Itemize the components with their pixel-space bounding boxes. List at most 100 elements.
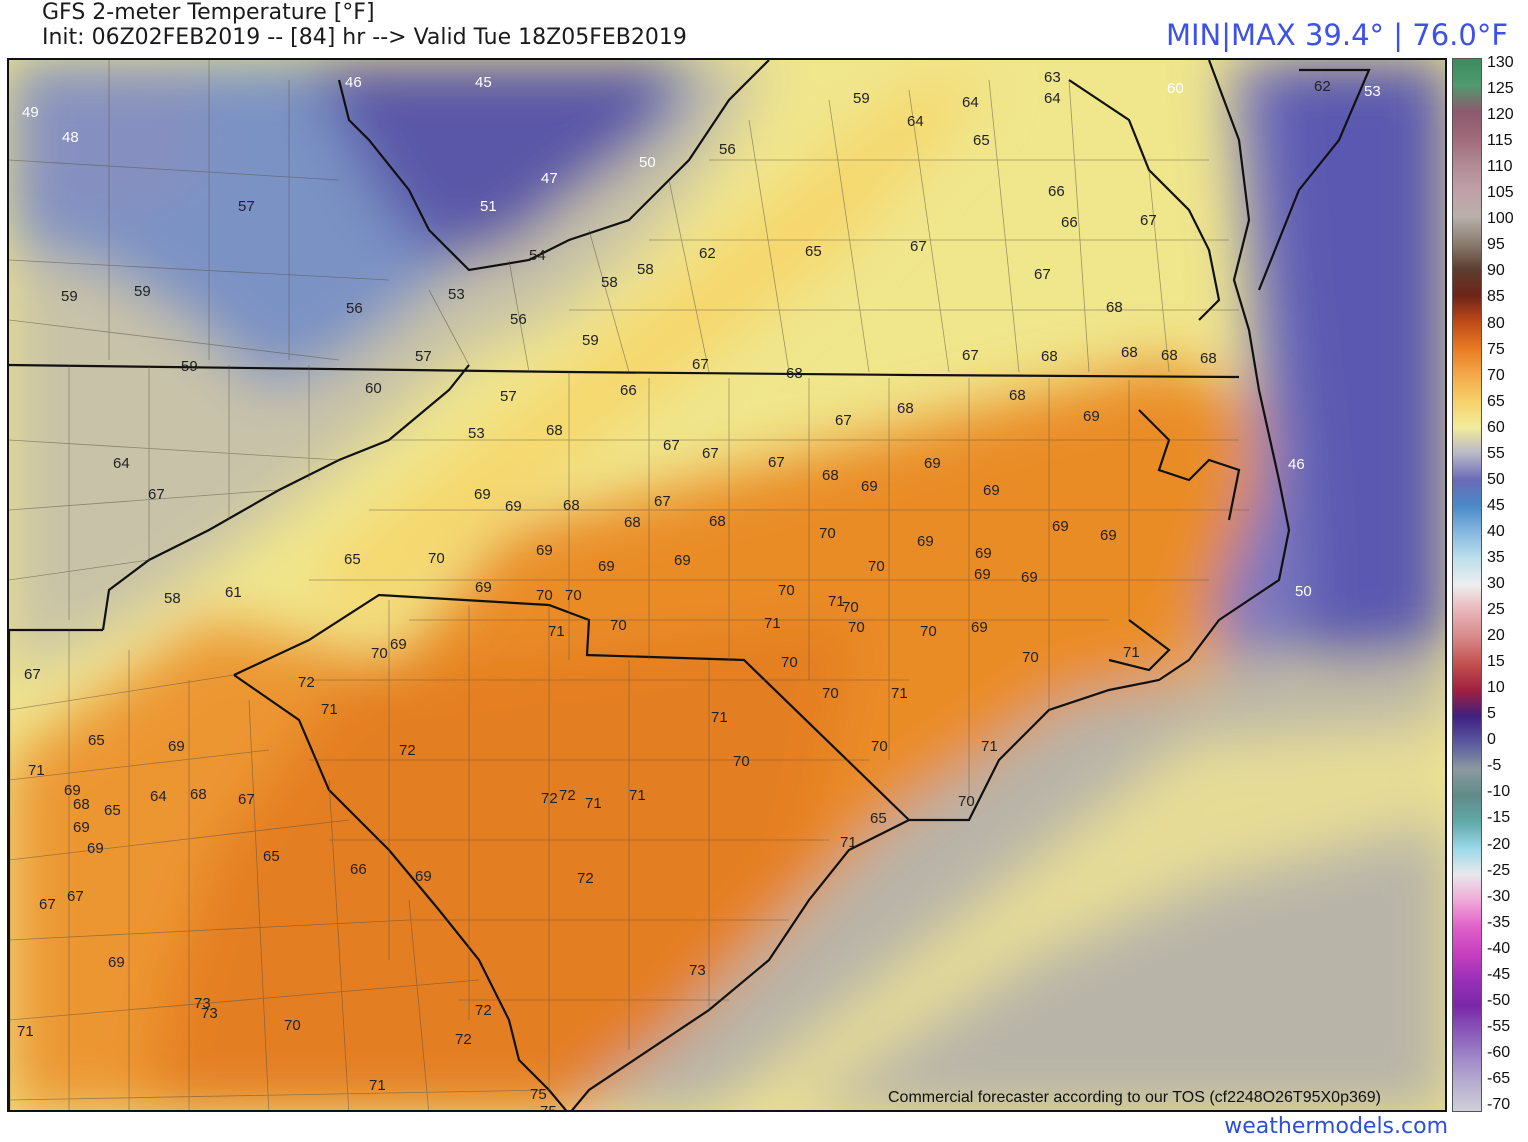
temperature-label: 57: [415, 348, 432, 365]
temperature-label: 70: [610, 617, 627, 634]
colorbar-tick-label: 70: [1487, 366, 1505, 384]
temperature-label: 46: [345, 74, 362, 91]
temperature-label: 71: [585, 795, 602, 812]
temperature-label: 66: [1048, 183, 1065, 200]
colorbar-tick-label: 90: [1487, 262, 1505, 280]
temperature-label: 72: [541, 790, 558, 807]
source-link[interactable]: weathermodels.com: [1224, 1114, 1448, 1139]
temperature-label: 56: [719, 141, 736, 158]
temperature-label: 69: [917, 533, 934, 550]
temperature-label: 67: [663, 437, 680, 454]
temperature-label: 71: [321, 701, 338, 718]
temperature-label: 69: [64, 782, 81, 799]
temperature-label: 49: [22, 104, 39, 121]
colorbar-tick-label: 0: [1487, 731, 1496, 749]
temperature-label: 69: [415, 868, 432, 885]
temperature-label: 67: [39, 896, 56, 913]
temperature-label: 53: [468, 425, 485, 442]
temperature-label: 51: [480, 198, 497, 215]
temperature-label: 69: [975, 545, 992, 562]
temperature-label: 70: [371, 645, 388, 662]
colorbar-tick-label: 130: [1487, 54, 1514, 71]
temperature-label: 64: [150, 788, 167, 805]
temperature-label: 50: [1295, 583, 1312, 600]
county-borders: [9, 60, 1249, 1110]
temperature-label: 57: [238, 198, 255, 215]
temperature-label: 67: [67, 888, 84, 905]
map-title: GFS 2-meter Temperature [°F]: [42, 0, 375, 25]
temperature-label: 71: [548, 623, 565, 640]
temperature-label: 71: [828, 593, 845, 610]
temperature-label: 72: [577, 870, 594, 887]
temperature-label: 64: [962, 94, 979, 111]
coastline: [570, 60, 1371, 1110]
temperature-label: 69: [505, 498, 522, 515]
temperature-label: 70: [842, 599, 859, 616]
temperature-label: 62: [1314, 78, 1331, 95]
colorbar-tick-label: 85: [1487, 288, 1505, 306]
colorbar-tick-label: 10: [1487, 679, 1505, 697]
temperature-label: 59: [853, 90, 870, 107]
temperature-label: 60: [365, 380, 382, 397]
temperature-label: 70: [428, 550, 445, 567]
colorbar-tick-label: -10: [1487, 783, 1511, 801]
temperature-label: 69: [674, 552, 691, 569]
temperature-label: 69: [1052, 518, 1069, 535]
colorbar-tick-label: -25: [1487, 861, 1511, 879]
colorbar-tick-label: -50: [1487, 991, 1511, 1009]
temperature-label: 68: [563, 497, 580, 514]
colorbar-tick-label: 40: [1487, 522, 1505, 540]
temperature-label: 71: [28, 762, 45, 779]
temperature-label: 66: [620, 382, 637, 399]
temperature-label: 65: [88, 732, 105, 749]
temperature-label: 65: [263, 848, 280, 865]
colorbar-tick-label: -5: [1487, 757, 1502, 775]
temperature-label: 66: [350, 861, 367, 878]
temperature-label: 68: [786, 365, 803, 382]
temperature-label: 68: [1009, 387, 1026, 404]
temperature-label: 64: [907, 113, 924, 130]
temperature-label: 50: [639, 154, 656, 171]
temperature-map: 49 48 46 45 50 47 51 56 59 64 64 65 63 64 62 57 59 59 56 53…: [7, 58, 1447, 1112]
temperature-label: 71: [711, 709, 728, 726]
temperature-label: 65: [870, 810, 887, 827]
colorbar-tick-label: -55: [1487, 1017, 1511, 1035]
temperature-label: 47: [541, 170, 558, 187]
colorbar-tick-label: 60: [1487, 418, 1505, 436]
colorbar-tick-label: -20: [1487, 835, 1511, 853]
temperature-label: 56: [346, 300, 363, 317]
temperature-label: 68: [1121, 344, 1138, 361]
colorbar-tick-label: 110: [1487, 158, 1513, 176]
colorbar-tick-label: 35: [1487, 548, 1505, 566]
temperature-label: 57: [500, 388, 517, 405]
colorbar-tick-label: 25: [1487, 601, 1505, 619]
temperature-label: 65: [973, 132, 990, 149]
temperature-label: 69: [390, 636, 407, 653]
colorbar-tick-label: -60: [1487, 1043, 1511, 1061]
colorbar-tick-label: -35: [1487, 913, 1511, 931]
temperature-label: 65: [344, 551, 361, 568]
temperature-label: 69: [983, 482, 1000, 499]
temperature-label: 61: [225, 584, 242, 601]
temperature-label: 73: [689, 962, 706, 979]
temperature-label: 70: [848, 619, 865, 636]
colorbar-tick-label: 115: [1487, 132, 1513, 150]
temperature-label: 69: [108, 954, 125, 971]
temperature-label: 69: [1083, 408, 1100, 425]
temperature-label: 70: [871, 738, 888, 755]
temperature-label: 46: [1288, 456, 1305, 473]
temperature-label: 70: [778, 582, 795, 599]
temperature-label: 70: [958, 793, 975, 810]
temperature-label: 69: [861, 478, 878, 495]
temperature-label: 64: [113, 455, 130, 472]
temperature-label: 70: [819, 525, 836, 542]
temperature-label: 73: [194, 995, 211, 1012]
temperature-label: 71: [629, 787, 646, 804]
temperature-label: 71: [891, 685, 908, 702]
temperature-label: 59: [134, 283, 151, 300]
temperature-label: 67: [768, 454, 785, 471]
temperature-label: 68: [897, 400, 914, 417]
temperature-label: 68: [190, 786, 207, 803]
temperature-labels: 49 48 46 45 50 47 51 56 59 64 64 65 63 64 62 57 59 59 56 53…: [17, 69, 1381, 1110]
temperature-label: 72: [559, 787, 576, 804]
